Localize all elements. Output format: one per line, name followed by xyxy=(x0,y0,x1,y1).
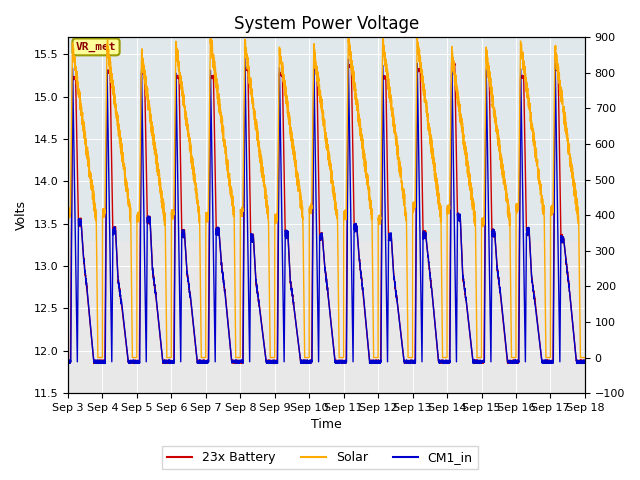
Legend: 23x Battery, Solar, CM1_in: 23x Battery, Solar, CM1_in xyxy=(163,446,477,469)
Y-axis label: Volts: Volts xyxy=(15,200,28,230)
CM1_in xyxy=(554,218,561,224)
CM1_in xyxy=(64,359,72,364)
CM1_in xyxy=(262,357,270,363)
Solar xyxy=(388,108,396,114)
Solar xyxy=(126,216,134,221)
Line: Solar: Solar xyxy=(68,33,585,358)
Solar xyxy=(344,30,352,36)
Text: VR_met: VR_met xyxy=(76,42,116,52)
Line: CM1_in: CM1_in xyxy=(68,56,585,363)
23x Battery xyxy=(126,359,134,364)
X-axis label: Time: Time xyxy=(311,419,342,432)
CM1_in xyxy=(581,360,589,366)
Solar xyxy=(581,355,589,360)
23x Battery xyxy=(64,360,72,366)
Solar xyxy=(531,141,539,147)
23x Battery xyxy=(388,238,396,243)
Solar xyxy=(534,159,541,165)
CM1_in xyxy=(448,53,456,59)
23x Battery xyxy=(534,318,541,324)
23x Battery xyxy=(581,360,589,366)
CM1_in xyxy=(126,358,134,364)
CM1_in xyxy=(388,236,396,242)
CM1_in xyxy=(401,360,408,366)
23x Battery xyxy=(342,360,349,366)
23x Battery xyxy=(449,60,457,65)
Solar xyxy=(94,355,102,360)
23x Battery xyxy=(554,68,561,73)
23x Battery xyxy=(262,357,270,363)
CM1_in xyxy=(534,320,541,326)
Title: System Power Voltage: System Power Voltage xyxy=(234,15,419,33)
Bar xyxy=(68,37,585,240)
23x Battery xyxy=(531,298,539,303)
CM1_in xyxy=(531,301,539,307)
Solar xyxy=(262,197,270,203)
Solar xyxy=(554,66,561,72)
Solar xyxy=(64,210,72,216)
Line: 23x Battery: 23x Battery xyxy=(68,62,585,363)
